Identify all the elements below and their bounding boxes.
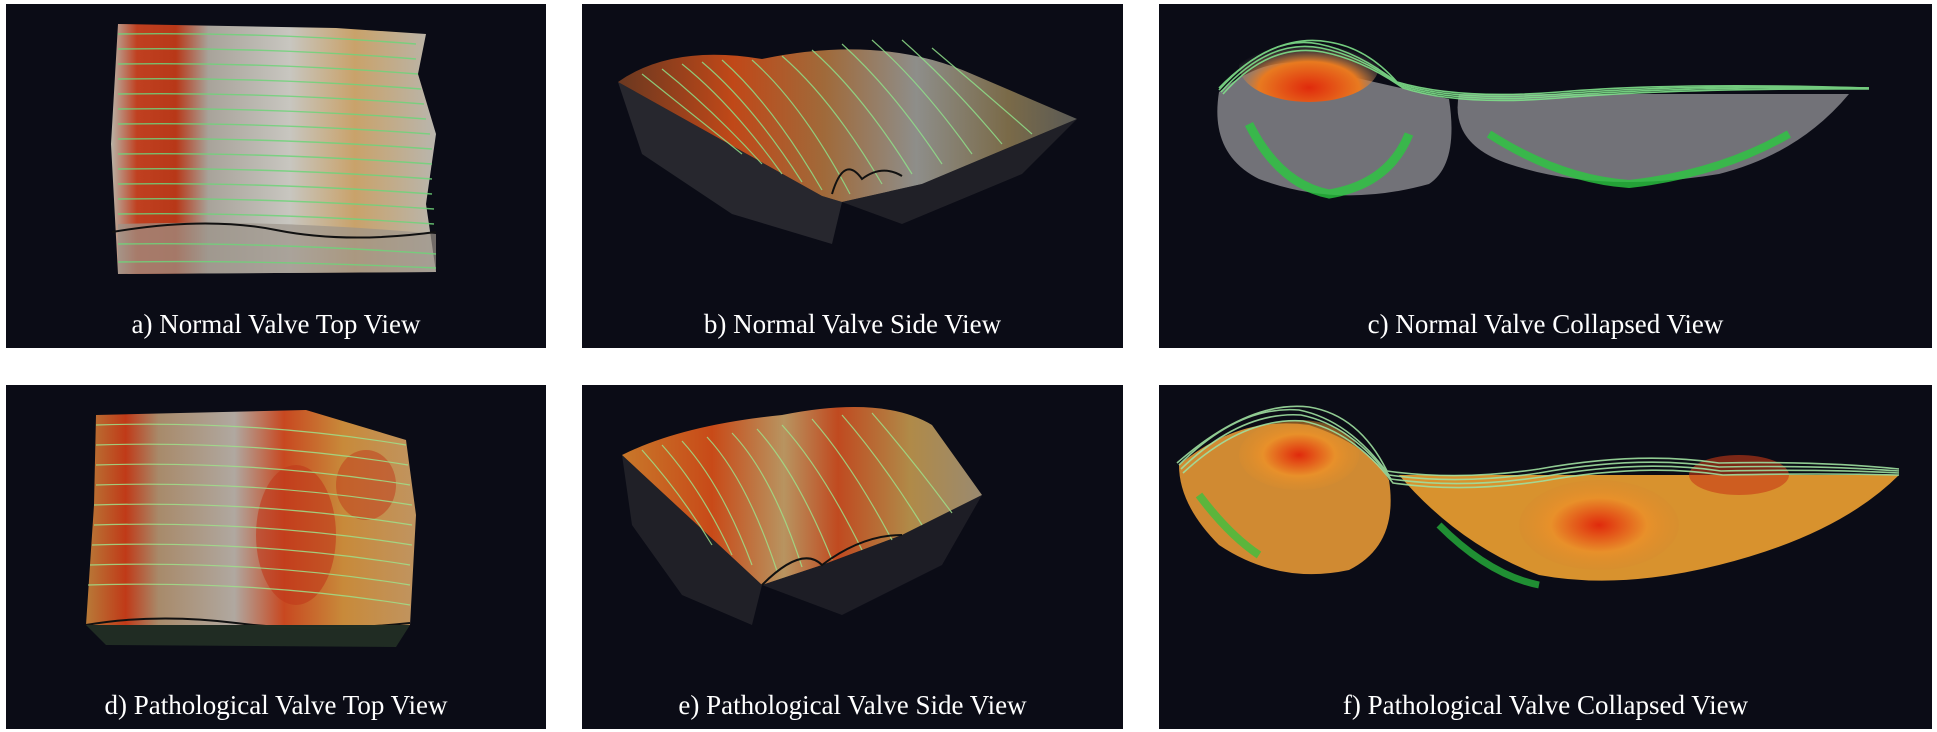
valve-surface-normal-top: [111, 24, 437, 274]
valve-surface-pathological-collapsed: [1176, 405, 1900, 589]
valve-surface-normal-collapsed: [1217, 30, 1870, 199]
panel-pathological-side-view: e) Pathological Valve Side View: [582, 385, 1123, 729]
panel-pathological-collapsed-view: f) Pathological Valve Collapsed View: [1159, 385, 1932, 729]
caption-c: c) Normal Valve Collapsed View: [1367, 309, 1724, 339]
caption-f: f) Pathological Valve Collapsed View: [1342, 690, 1749, 720]
panel-normal-top-view: a) Normal Valve Top View: [6, 4, 546, 348]
caption-b: b) Normal Valve Side View: [703, 309, 1002, 339]
panel-normal-side-view: b) Normal Valve Side View: [582, 4, 1123, 348]
caption-a: a) Normal Valve Top View: [131, 309, 421, 339]
valve-surface-normal-side: [618, 39, 1077, 244]
caption-e: e) Pathological Valve Side View: [678, 690, 1027, 720]
caption-d: d) Pathological Valve Top View: [104, 690, 448, 720]
valve-surface-pathological-side: [622, 407, 982, 625]
valve-surface-pathological-top: [85, 410, 416, 647]
panel-normal-collapsed-view: c) Normal Valve Collapsed View: [1159, 4, 1932, 348]
panel-pathological-top-view: d) Pathological Valve Top View: [6, 385, 546, 729]
